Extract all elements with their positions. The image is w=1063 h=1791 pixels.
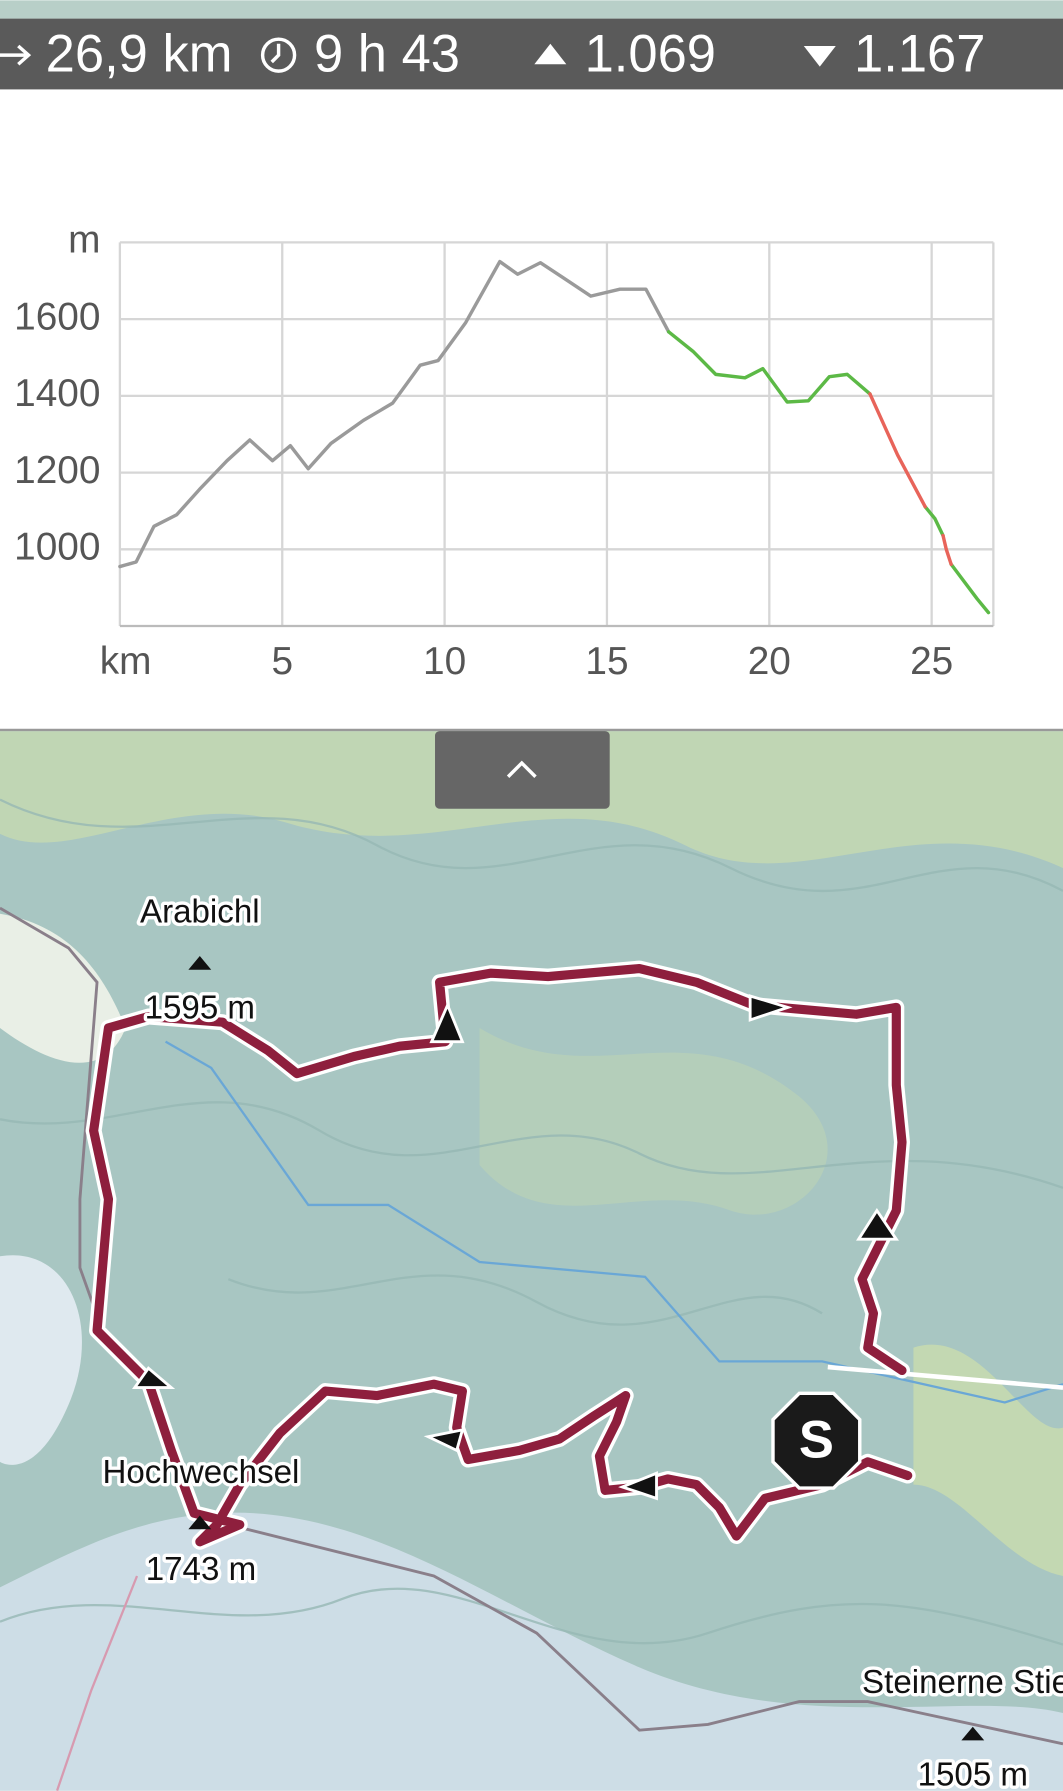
stats-bar: 26,9 km 9 h 43 1.069 1.167 <box>0 18 1063 90</box>
duration: 9 h 43 <box>314 24 460 83</box>
x-tick-label: 15 <box>585 640 628 683</box>
descent: 1.167 <box>854 24 985 83</box>
y-tick-label: 1400 <box>14 372 100 415</box>
elevation-chart: m 1600 1400 1200 1000 km 5 10 15 20 25 <box>14 219 995 683</box>
elevation-line <box>941 533 953 566</box>
y-tick-label: 1600 <box>14 295 100 338</box>
start-marker: S <box>771 1391 862 1490</box>
distance: 26,9 km <box>46 24 233 83</box>
peak-name: Arabichl <box>140 894 260 931</box>
x-tick-label: 5 <box>271 640 293 683</box>
elevation-line <box>118 259 671 569</box>
expand-button[interactable] <box>435 731 610 809</box>
x-tick-label: 25 <box>910 640 953 683</box>
elevation-line <box>868 392 927 509</box>
chart-panel <box>0 89 1063 732</box>
start-label: S <box>799 1410 834 1469</box>
peak-elevation: 1505 m <box>918 1757 1028 1791</box>
elevation-line <box>949 562 991 615</box>
elevation-line <box>923 505 945 538</box>
x-tick-label: km <box>100 640 152 683</box>
x-tick-label: 10 <box>423 640 466 683</box>
elevation-line <box>666 330 872 404</box>
x-tick-label: 20 <box>748 640 791 683</box>
peak-markers <box>188 956 985 1741</box>
peak-elevation: 1595 m <box>145 989 255 1026</box>
ascent: 1.069 <box>585 24 716 83</box>
peak-name: Hochwechsel <box>102 1454 299 1491</box>
peak-name: Steinerne Stieg <box>862 1664 1063 1701</box>
expand-handle[interactable] <box>435 731 610 809</box>
y-tick-label: 1200 <box>14 449 100 492</box>
peak-elevation: 1743 m <box>146 1551 256 1588</box>
y-tick-label: 1000 <box>14 526 100 569</box>
y-tick-label: m <box>68 219 100 262</box>
